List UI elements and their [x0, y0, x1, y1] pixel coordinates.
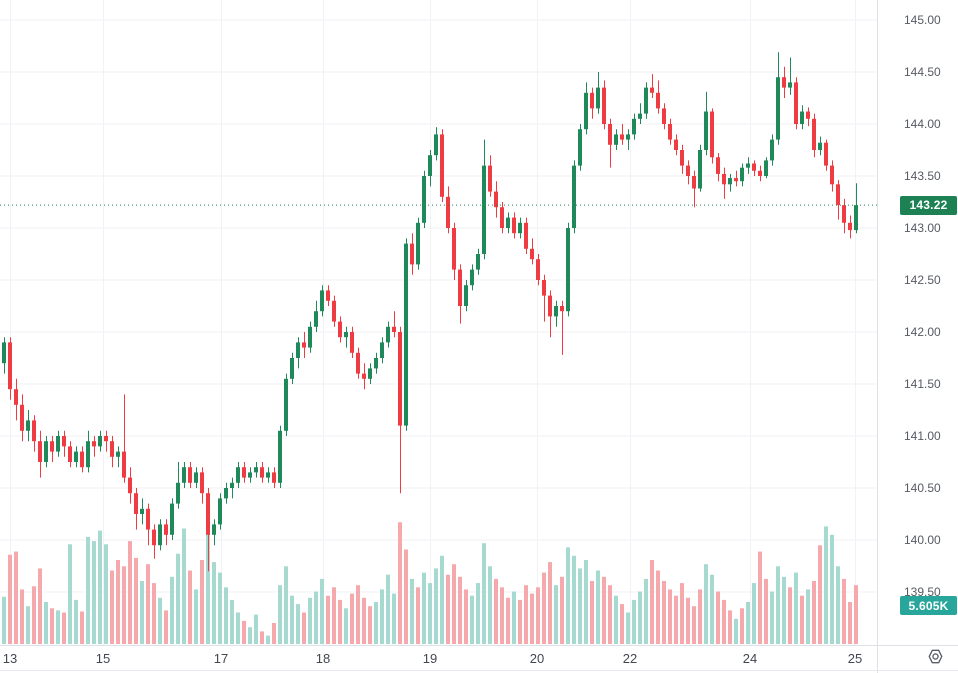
time-tick-label: 15	[96, 651, 110, 666]
price-tick-label: 140.00	[904, 533, 941, 547]
price-tick-label: 142.50	[904, 273, 941, 287]
price-tick-label: 144.50	[904, 65, 941, 79]
time-tick-label: 20	[530, 651, 544, 666]
price-axis-labels[interactable]: 145.00 144.50 144.00 143.50 143.00 142.50 142.…	[904, 13, 941, 599]
price-tick-label: 143.00	[904, 221, 941, 235]
price-tick-label: 144.00	[904, 117, 941, 131]
time-tick-label: 18	[316, 651, 330, 666]
price-tick-label: 140.50	[904, 481, 941, 495]
volume-bars-layer	[2, 518, 858, 644]
price-tick-label: 143.50	[904, 169, 941, 183]
time-tick-label: 19	[423, 651, 437, 666]
volume-value: 5.605K	[908, 598, 949, 613]
price-axis-panel[interactable]	[878, 0, 958, 673]
time-axis-labels[interactable]: 13 15 17 18 19 20 22 24 25	[3, 651, 862, 666]
price-tick-label: 139.50	[904, 585, 941, 599]
volume-badge: 5.605K	[900, 596, 957, 615]
gear-icon	[928, 649, 943, 664]
time-axis-panel[interactable]	[0, 646, 958, 673]
last-price-badge: 143.22	[900, 195, 957, 215]
price-tick-label: 142.00	[904, 325, 941, 339]
time-axis-settings-button[interactable]	[925, 646, 946, 667]
time-tick-label: 24	[743, 651, 757, 666]
time-tick-label: 22	[623, 651, 637, 666]
price-tick-label: 145.00	[904, 13, 941, 27]
candles-layer	[2, 52, 858, 572]
last-price-value: 143.22	[909, 198, 948, 213]
time-tick-label: 17	[214, 651, 228, 666]
time-tick-label: 13	[3, 651, 17, 666]
time-tick-label: 25	[848, 651, 862, 666]
price-tick-label: 141.50	[904, 377, 941, 391]
price-tick-label: 141.00	[904, 429, 941, 443]
